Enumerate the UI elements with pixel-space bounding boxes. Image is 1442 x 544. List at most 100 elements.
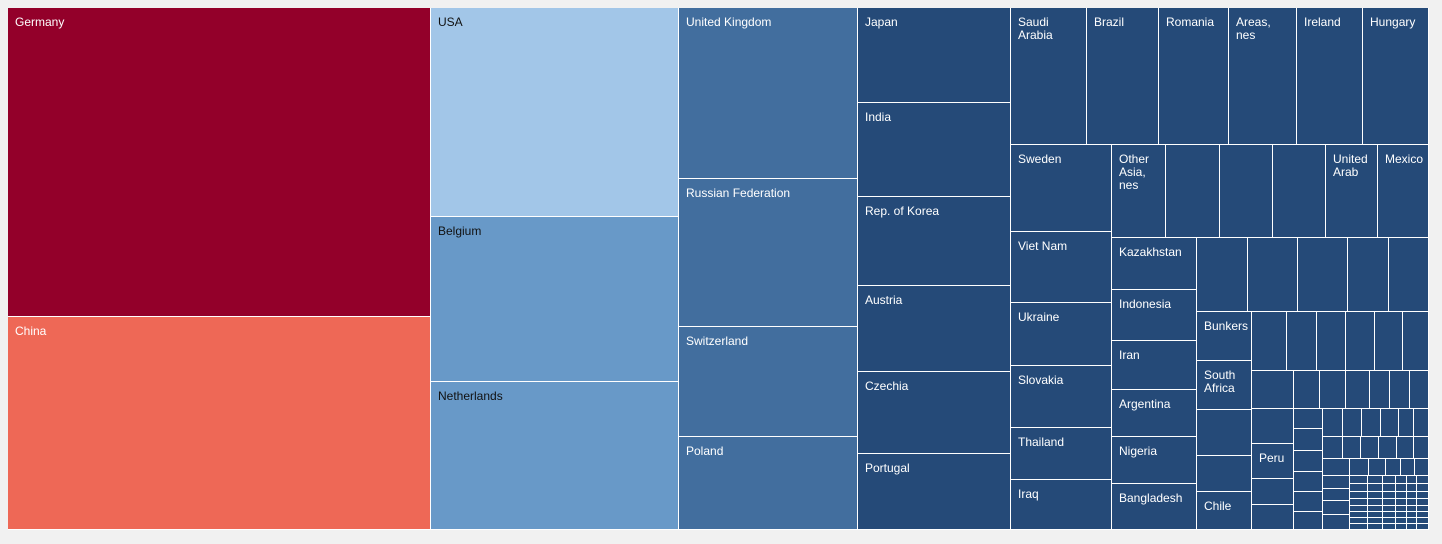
- treemap-cell-unlabeled[interactable]: [1417, 506, 1429, 512]
- treemap-cell-unlabeled[interactable]: [1407, 512, 1417, 518]
- treemap-cell-unlabeled[interactable]: [1368, 484, 1383, 492]
- treemap-cell-unlabeled[interactable]: [1417, 499, 1429, 506]
- treemap-cell-unlabeled[interactable]: [1383, 524, 1396, 530]
- treemap-cell-unlabeled[interactable]: [1348, 238, 1389, 312]
- treemap-cell-bunkers[interactable]: Bunkers: [1197, 312, 1252, 361]
- treemap-cell-unlabeled[interactable]: [1414, 409, 1429, 437]
- treemap-cell-unlabeled[interactable]: [1368, 476, 1383, 484]
- treemap-cell-unlabeled[interactable]: [1320, 371, 1346, 409]
- treemap-cell-unlabeled[interactable]: [1294, 371, 1320, 409]
- treemap-cell-austria[interactable]: Austria: [858, 286, 1011, 372]
- treemap-cell-iraq[interactable]: Iraq: [1011, 480, 1112, 530]
- treemap-cell-unlabeled[interactable]: [1401, 459, 1415, 476]
- treemap-cell-unlabeled[interactable]: [1369, 459, 1386, 476]
- treemap-cell-united-kingdom[interactable]: United Kingdom: [679, 8, 858, 179]
- treemap-cell-ireland[interactable]: Ireland: [1297, 8, 1363, 145]
- treemap-cell-unlabeled[interactable]: [1397, 437, 1414, 459]
- treemap-cell-unlabeled[interactable]: [1396, 512, 1407, 518]
- treemap-cell-unlabeled[interactable]: [1362, 409, 1381, 437]
- treemap-cell-unlabeled[interactable]: [1350, 499, 1368, 506]
- treemap-cell-switzerland[interactable]: Switzerland: [679, 327, 858, 437]
- treemap-cell-unlabeled[interactable]: [1197, 238, 1248, 312]
- treemap-cell-unlabeled[interactable]: [1417, 492, 1429, 499]
- treemap-cell-unlabeled[interactable]: [1386, 459, 1401, 476]
- treemap-cell-unlabeled[interactable]: [1323, 437, 1343, 459]
- treemap-cell-unlabeled[interactable]: [1383, 512, 1396, 518]
- treemap-cell-unlabeled[interactable]: [1294, 409, 1323, 429]
- treemap-cell-unlabeled[interactable]: [1407, 499, 1417, 506]
- treemap-cell-unlabeled[interactable]: [1197, 456, 1252, 492]
- treemap-cell-russian-federation[interactable]: Russian Federation: [679, 179, 858, 327]
- treemap-cell-unlabeled[interactable]: [1407, 476, 1417, 484]
- treemap-cell-unlabeled[interactable]: [1396, 476, 1407, 484]
- treemap-cell-unlabeled[interactable]: [1410, 371, 1429, 409]
- treemap-cell-unlabeled[interactable]: [1294, 429, 1323, 451]
- treemap-cell-unlabeled[interactable]: [1383, 484, 1396, 492]
- treemap-cell-romania[interactable]: Romania: [1159, 8, 1229, 145]
- treemap-cell-unlabeled[interactable]: [1383, 492, 1396, 499]
- treemap-cell-unlabeled[interactable]: [1383, 506, 1396, 512]
- treemap-cell-unlabeled[interactable]: [1396, 506, 1407, 512]
- treemap-cell-unlabeled[interactable]: [1323, 459, 1350, 476]
- treemap-cell-unlabeled[interactable]: [1403, 312, 1429, 371]
- treemap-cell-unlabeled[interactable]: [1368, 512, 1383, 518]
- treemap-cell-unlabeled[interactable]: [1343, 437, 1361, 459]
- treemap-cell-indonesia[interactable]: Indonesia: [1112, 290, 1197, 341]
- treemap-cell-unlabeled[interactable]: [1396, 499, 1407, 506]
- treemap-cell-other-asia-nes[interactable]: Other Asia, nes: [1112, 145, 1166, 238]
- treemap-cell-unlabeled[interactable]: [1350, 459, 1369, 476]
- treemap-cell-argentina[interactable]: Argentina: [1112, 390, 1197, 437]
- treemap-cell-rep-of-korea[interactable]: Rep. of Korea: [858, 197, 1011, 286]
- treemap-cell-unlabeled[interactable]: [1407, 484, 1417, 492]
- treemap-cell-unlabeled[interactable]: [1323, 515, 1350, 530]
- treemap-cell-unlabeled[interactable]: [1350, 484, 1368, 492]
- treemap-cell-unlabeled[interactable]: [1390, 371, 1410, 409]
- treemap-cell-unlabeled[interactable]: [1317, 312, 1346, 371]
- treemap-cell-unlabeled[interactable]: [1323, 489, 1350, 501]
- treemap-cell-unlabeled[interactable]: [1383, 476, 1396, 484]
- treemap-cell-bangladesh[interactable]: Bangladesh: [1112, 484, 1197, 530]
- treemap-cell-unlabeled[interactable]: [1350, 476, 1368, 484]
- treemap-cell-unlabeled[interactable]: [1368, 518, 1383, 524]
- treemap-cell-unlabeled[interactable]: [1298, 238, 1348, 312]
- treemap-cell-unlabeled[interactable]: [1252, 479, 1294, 505]
- treemap-cell-unlabeled[interactable]: [1407, 492, 1417, 499]
- treemap-cell-czechia[interactable]: Czechia: [858, 372, 1011, 454]
- treemap-cell-unlabeled[interactable]: [1368, 499, 1383, 506]
- treemap-cell-india[interactable]: India: [858, 103, 1011, 197]
- treemap-cell-chile[interactable]: Chile: [1197, 492, 1252, 530]
- treemap-cell-unlabeled[interactable]: [1417, 518, 1429, 524]
- treemap-cell-saudi-arabia[interactable]: Saudi Arabia: [1011, 8, 1087, 145]
- treemap-cell-unlabeled[interactable]: [1350, 518, 1368, 524]
- treemap-cell-mexico[interactable]: Mexico: [1378, 145, 1429, 238]
- treemap-cell-unlabeled[interactable]: [1368, 492, 1383, 499]
- treemap-cell-hungary[interactable]: Hungary: [1363, 8, 1429, 145]
- treemap-cell-japan[interactable]: Japan: [858, 8, 1011, 103]
- treemap-cell-unlabeled[interactable]: [1220, 145, 1273, 238]
- treemap-cell-unlabeled[interactable]: [1350, 512, 1368, 518]
- treemap-cell-unlabeled[interactable]: [1252, 312, 1287, 371]
- treemap-cell-unlabeled[interactable]: [1273, 145, 1326, 238]
- treemap-cell-unlabeled[interactable]: [1415, 459, 1429, 476]
- treemap-cell-unlabeled[interactable]: [1294, 512, 1323, 530]
- treemap-cell-unlabeled[interactable]: [1343, 409, 1362, 437]
- treemap-cell-unlabeled[interactable]: [1166, 145, 1220, 238]
- treemap-cell-unlabeled[interactable]: [1375, 312, 1403, 371]
- treemap-cell-unlabeled[interactable]: [1417, 512, 1429, 518]
- treemap-cell-unlabeled[interactable]: [1294, 451, 1323, 472]
- treemap-cell-unlabeled[interactable]: [1396, 484, 1407, 492]
- treemap-cell-south-africa[interactable]: South Africa: [1197, 361, 1252, 410]
- treemap-cell-unlabeled[interactable]: [1252, 409, 1294, 444]
- treemap-cell-unlabeled[interactable]: [1417, 484, 1429, 492]
- treemap-cell-unlabeled[interactable]: [1381, 409, 1399, 437]
- treemap-cell-unlabeled[interactable]: [1252, 505, 1294, 530]
- treemap-cell-sweden[interactable]: Sweden: [1011, 145, 1112, 232]
- treemap-cell-unlabeled[interactable]: [1396, 492, 1407, 499]
- treemap-cell-unlabeled[interactable]: [1346, 371, 1370, 409]
- treemap-cell-poland[interactable]: Poland: [679, 437, 858, 530]
- treemap-cell-unlabeled[interactable]: [1368, 506, 1383, 512]
- treemap-cell-unlabeled[interactable]: [1407, 506, 1417, 512]
- treemap-cell-unlabeled[interactable]: [1197, 410, 1252, 456]
- treemap-cell-unlabeled[interactable]: [1350, 524, 1368, 530]
- treemap-cell-thailand[interactable]: Thailand: [1011, 428, 1112, 480]
